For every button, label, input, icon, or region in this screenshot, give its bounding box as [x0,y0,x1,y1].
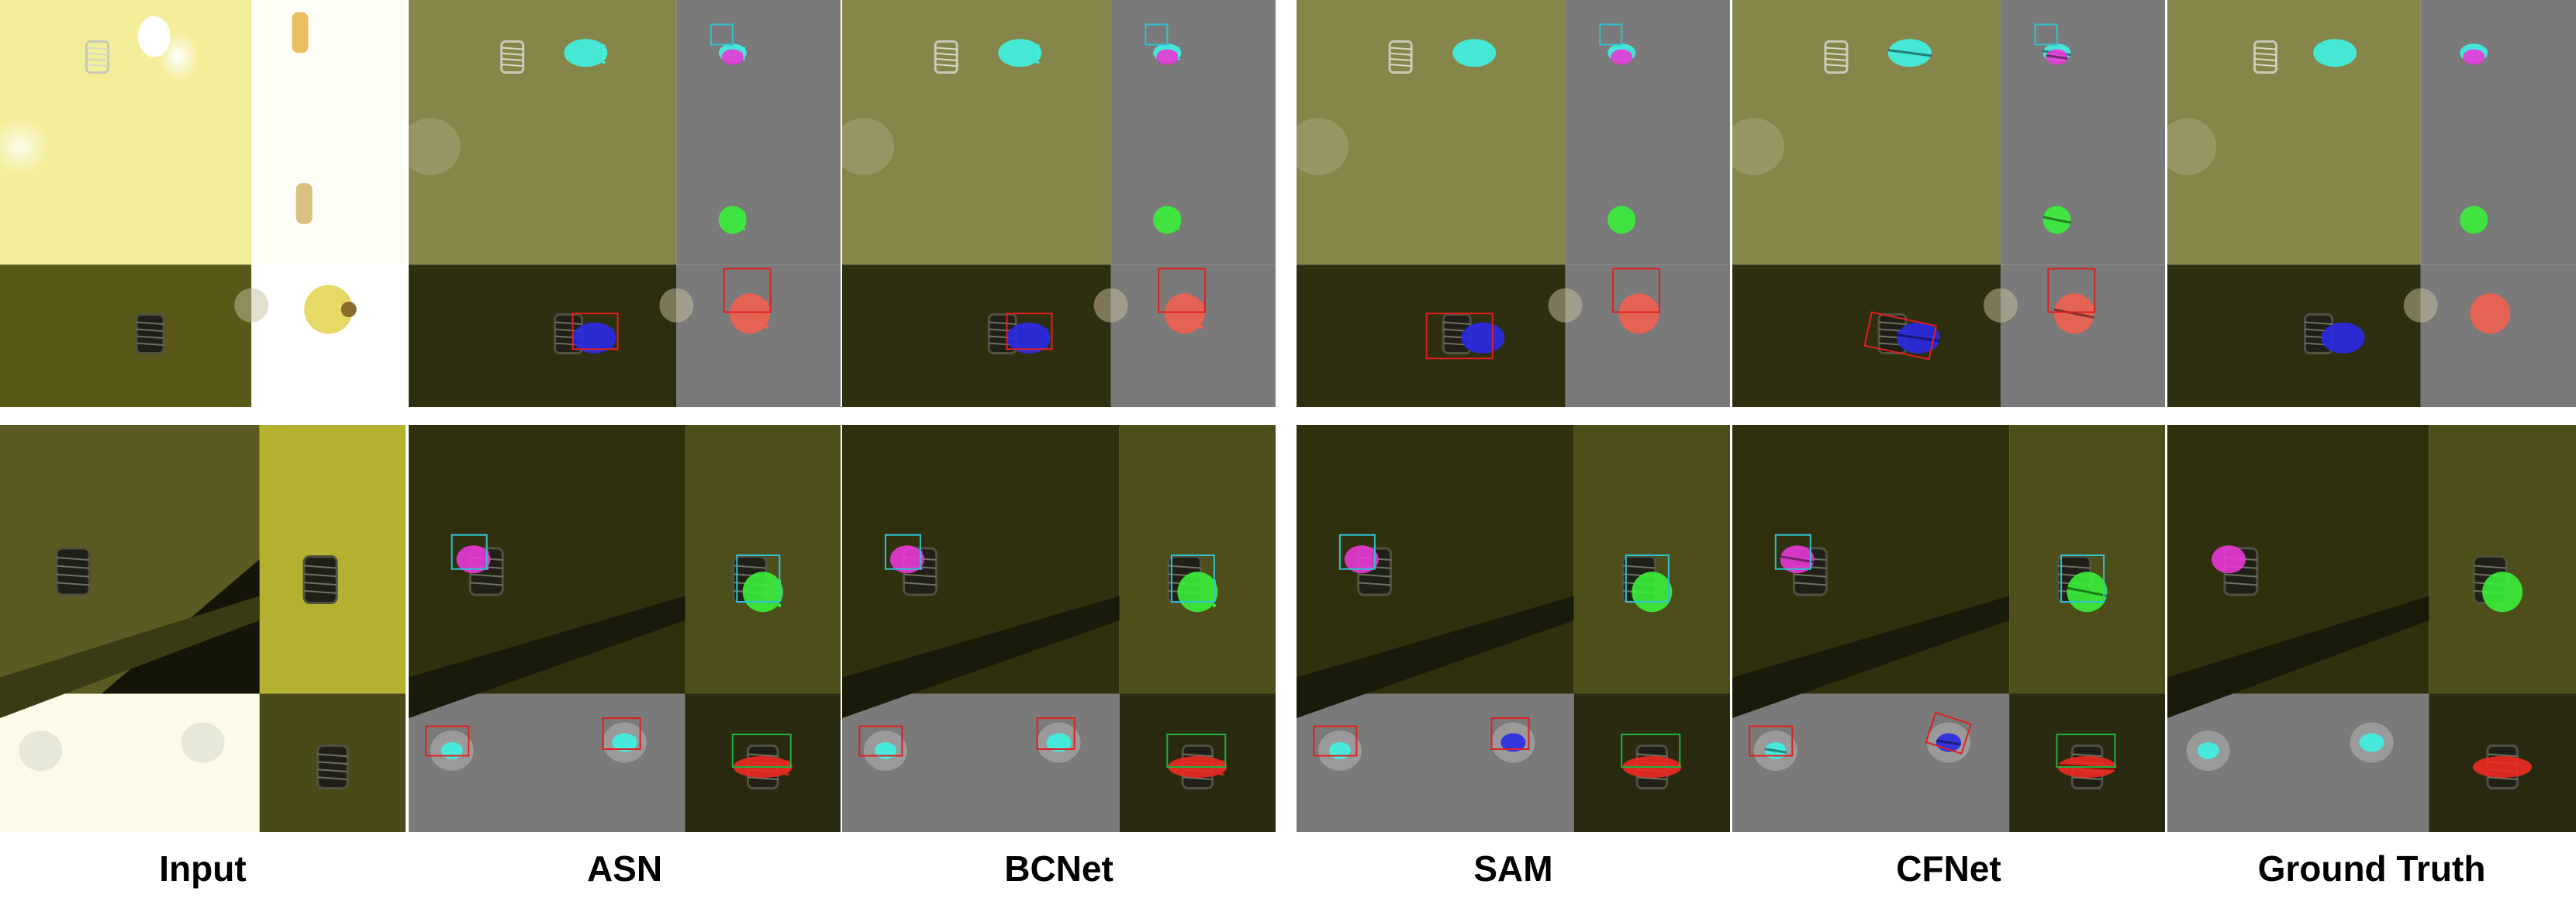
instance-mask-blue [1461,322,1505,354]
box-orange-red [2047,268,2096,313]
box-green [736,554,781,603]
instance-mask-green [1153,206,1182,234]
panel-input-example-1 [0,0,406,407]
instance-mask-green [2042,206,2071,234]
box-blue [1863,311,1938,361]
instance-mask-cyan [2313,39,2357,67]
caption-input: Input [159,848,247,889]
instance-mask-green [718,206,747,234]
box-cyan [1313,725,1358,757]
box-cyan [425,725,470,757]
box-red [2056,734,2116,768]
box-cyan [1749,725,1794,757]
instance-mask-orange-red [1164,293,1205,334]
box-cyan [2034,23,2058,46]
caption-asn: ASN [586,848,663,889]
instance-mask-cyan [874,742,896,759]
instance-mask-magenta [889,545,924,574]
instance-mask-cyan [1764,742,1787,759]
instance-mask-green [742,572,783,613]
panel-sam-example-2 [1297,425,1730,832]
box-cyan [858,725,903,757]
instance-mask-magenta [1780,545,1815,574]
box-green [2060,554,2105,603]
instance-mask-orange-red [1618,293,1659,334]
box-blue [1036,717,1076,750]
box-green [1625,554,1670,603]
instance-mask-green [2460,206,2488,234]
box-orange-red [1158,268,1207,313]
instance-mask-cyan [564,39,608,67]
box-red [1166,734,1227,768]
instance-mask-blue [2359,733,2384,752]
instance-mask-cyan [440,742,463,759]
instance-mask-magenta [1156,49,1179,65]
instance-mask-green [1607,206,1636,234]
box-blue [571,313,619,351]
box-orange-red [1612,268,1661,313]
box-magenta [1774,534,1811,570]
instance-mask-green [2482,572,2523,613]
instance-mask-orange-red [730,293,771,334]
instance-mask-orange-red [2470,293,2511,334]
box-blue [1490,717,1530,750]
instance-mask-cyan [1328,742,1351,759]
box-cyan [1599,23,1623,46]
caption-cfnet: CFNet [1896,848,2001,889]
instance-mask-cyan [2197,742,2219,759]
panel-gt-example-1 [2167,0,2576,407]
instance-mask-magenta [2463,49,2485,65]
panel-cfnet-example-1 [1732,0,2165,407]
box-blue [1425,313,1493,360]
panel-asn-example-1 [409,0,841,407]
instance-mask-magenta [2212,545,2246,574]
box-blue [1006,313,1053,351]
instance-mask-cyan [998,39,1042,67]
box-magenta [884,534,921,570]
instance-mask-blue [1500,733,1526,752]
caption-gt: Ground Truth [2257,848,2486,889]
instance-mask-green [2067,572,2108,613]
panel-bcnet-example-1 [842,0,1276,407]
instance-mask-magenta [2046,49,2068,65]
panel-bcnet-example-2 [842,425,1276,832]
box-magenta [1338,534,1376,570]
box-red [1621,734,1681,768]
instance-mask-green [1632,572,1673,613]
box-blue [1925,711,1973,755]
caption-sam: SAM [1473,848,1553,889]
box-cyan [1145,23,1169,46]
instance-mask-magenta [1611,49,1633,65]
panel-sam-example-1 [1297,0,1730,407]
box-green [1170,554,1215,603]
box-magenta [451,534,488,570]
panel-cfnet-example-2 [1732,425,2165,832]
instance-mask-blue [2321,322,2365,354]
box-blue [602,717,641,750]
instance-mask-red [2473,756,2533,778]
instance-mask-magenta [1344,545,1379,574]
instance-mask-magenta [721,49,744,65]
panel-asn-example-2 [409,425,841,832]
panel-gt-example-2 [2167,425,2576,832]
box-cyan [710,23,734,46]
panel-input-example-2 [0,425,406,832]
box-red [731,734,792,768]
instance-mask-cyan [1452,39,1497,67]
instance-mask-cyan [1887,39,1932,67]
box-orange-red [723,268,772,313]
instance-mask-blue [1046,733,1072,752]
caption-bcnet: BCNet [1004,848,1114,889]
instance-mask-orange-red [2053,293,2095,334]
instance-mask-green [1177,572,1218,613]
